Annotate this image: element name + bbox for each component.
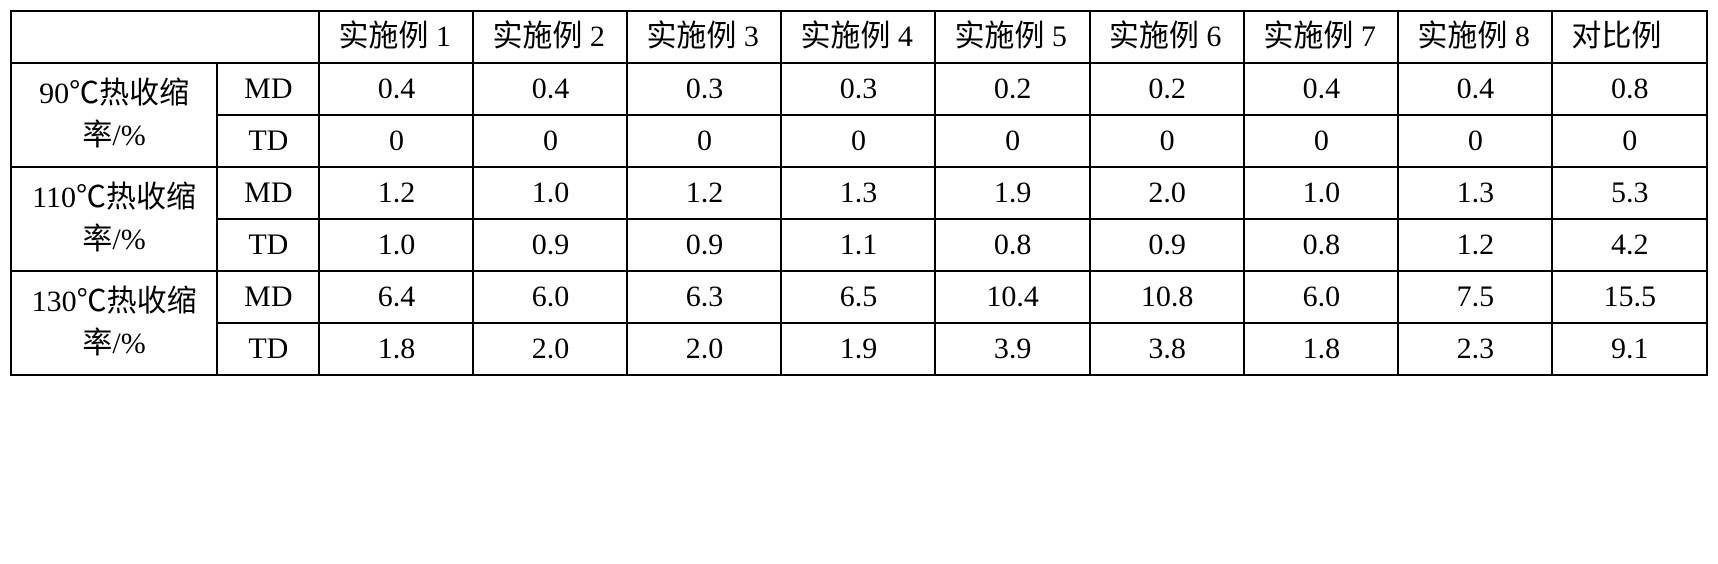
data-cell: 0 [1090,115,1244,167]
data-cell: 7.5 [1398,271,1552,323]
data-cell: 2.3 [1398,323,1552,375]
col-header: 实施例 1 [319,11,473,63]
data-cell: 1.0 [319,219,473,271]
data-cell: 6.3 [627,271,781,323]
table-row: 90℃热收缩率/% MD 0.4 0.4 0.3 0.3 0.2 0.2 0.4… [11,63,1707,115]
data-cell: 1.3 [781,167,935,219]
row-group-label: 90℃热收缩率/% [11,63,217,167]
data-cell: 1.2 [1398,219,1552,271]
data-cell: 0 [473,115,627,167]
sub-row-label: TD [217,115,319,167]
table-row: TD 1.0 0.9 0.9 1.1 0.8 0.9 0.8 1.2 4.2 [11,219,1707,271]
sub-row-label: MD [217,63,319,115]
data-cell: 0 [1552,115,1707,167]
data-cell: 0 [1398,115,1552,167]
data-cell: 3.9 [935,323,1089,375]
data-cell: 2.0 [627,323,781,375]
data-cell: 3.8 [1090,323,1244,375]
sub-row-label: MD [217,167,319,219]
table-row: 130℃热收缩率/% MD 6.4 6.0 6.3 6.5 10.4 10.8 … [11,271,1707,323]
header-blank-1 [11,11,319,63]
data-cell: 1.3 [1398,167,1552,219]
data-cell: 6.0 [1244,271,1398,323]
data-cell: 10.8 [1090,271,1244,323]
data-cell: 1.8 [1244,323,1398,375]
col-header: 实施例 6 [1090,11,1244,63]
data-cell: 1.2 [319,167,473,219]
row-group-label: 110℃热收缩率/% [11,167,217,271]
data-cell: 4.2 [1552,219,1707,271]
data-cell: 0 [1244,115,1398,167]
data-cell: 0 [781,115,935,167]
data-cell: 0.2 [1090,63,1244,115]
data-cell: 6.5 [781,271,935,323]
data-cell: 1.8 [319,323,473,375]
col-header: 实施例 3 [627,11,781,63]
data-cell: 15.5 [1552,271,1707,323]
col-header: 实施例 2 [473,11,627,63]
thermal-shrinkage-table: 实施例 1 实施例 2 实施例 3 实施例 4 实施例 5 实施例 6 实施例 … [10,10,1708,376]
data-cell: 0.4 [319,63,473,115]
table-row: TD 0 0 0 0 0 0 0 0 0 [11,115,1707,167]
data-cell: 0.9 [627,219,781,271]
data-cell: 0.8 [1552,63,1707,115]
data-cell: 0 [319,115,473,167]
data-cell: 0.8 [935,219,1089,271]
col-header: 对比例 [1552,11,1707,63]
data-cell: 0 [935,115,1089,167]
data-cell: 1.9 [781,323,935,375]
data-cell: 10.4 [935,271,1089,323]
col-header: 实施例 7 [1244,11,1398,63]
data-cell: 0.9 [1090,219,1244,271]
data-cell: 1.1 [781,219,935,271]
data-cell: 0.8 [1244,219,1398,271]
table-row: 110℃热收缩率/% MD 1.2 1.0 1.2 1.3 1.9 2.0 1.… [11,167,1707,219]
table-row: TD 1.8 2.0 2.0 1.9 3.9 3.8 1.8 2.3 9.1 [11,323,1707,375]
data-cell: 0 [627,115,781,167]
data-cell: 2.0 [473,323,627,375]
data-cell: 6.4 [319,271,473,323]
data-cell: 1.2 [627,167,781,219]
data-cell: 6.0 [473,271,627,323]
data-cell: 0.3 [781,63,935,115]
table-header-row: 实施例 1 实施例 2 实施例 3 实施例 4 实施例 5 实施例 6 实施例 … [11,11,1707,63]
data-cell: 0.4 [473,63,627,115]
col-header: 实施例 8 [1398,11,1552,63]
data-cell: 1.9 [935,167,1089,219]
col-header: 实施例 5 [935,11,1089,63]
sub-row-label: TD [217,323,319,375]
sub-row-label: TD [217,219,319,271]
data-cell: 0.4 [1398,63,1552,115]
data-cell: 2.0 [1090,167,1244,219]
sub-row-label: MD [217,271,319,323]
data-cell: 0.3 [627,63,781,115]
data-cell: 9.1 [1552,323,1707,375]
data-cell: 0.4 [1244,63,1398,115]
data-cell: 0.9 [473,219,627,271]
data-cell: 1.0 [473,167,627,219]
data-cell: 0.2 [935,63,1089,115]
data-cell: 5.3 [1552,167,1707,219]
row-group-label: 130℃热收缩率/% [11,271,217,375]
col-header: 实施例 4 [781,11,935,63]
data-cell: 1.0 [1244,167,1398,219]
